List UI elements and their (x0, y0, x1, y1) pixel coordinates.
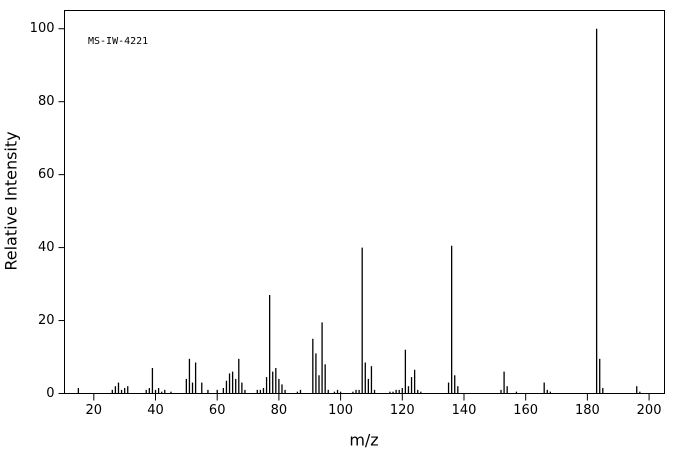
x-tick-label: 180 (575, 403, 600, 418)
y-tick-label: 40 (38, 240, 55, 255)
x-tick-label: 40 (147, 403, 164, 418)
plot-frame (64, 10, 665, 394)
x-axis-label: m/z (349, 431, 378, 450)
x-tick-label: 140 (452, 403, 477, 418)
y-axis-label: Relative Intensity (2, 131, 21, 270)
y-tick-label: 20 (38, 313, 55, 328)
x-tick-label: 120 (390, 403, 415, 418)
y-tick-label: 0 (46, 386, 54, 401)
y-tick-label: 60 (38, 167, 55, 182)
x-tick-label: 100 (328, 403, 353, 418)
annotation: MS-IW-4221 (88, 36, 148, 47)
x-tick-label: 20 (86, 403, 103, 418)
y-tick-label: 80 (38, 94, 55, 109)
y-tick-label: 100 (30, 21, 55, 36)
x-tick-label: 200 (637, 403, 662, 418)
x-tick-label: 160 (513, 403, 538, 418)
x-tick-label: 80 (271, 403, 288, 418)
x-tick-label: 60 (209, 403, 226, 418)
